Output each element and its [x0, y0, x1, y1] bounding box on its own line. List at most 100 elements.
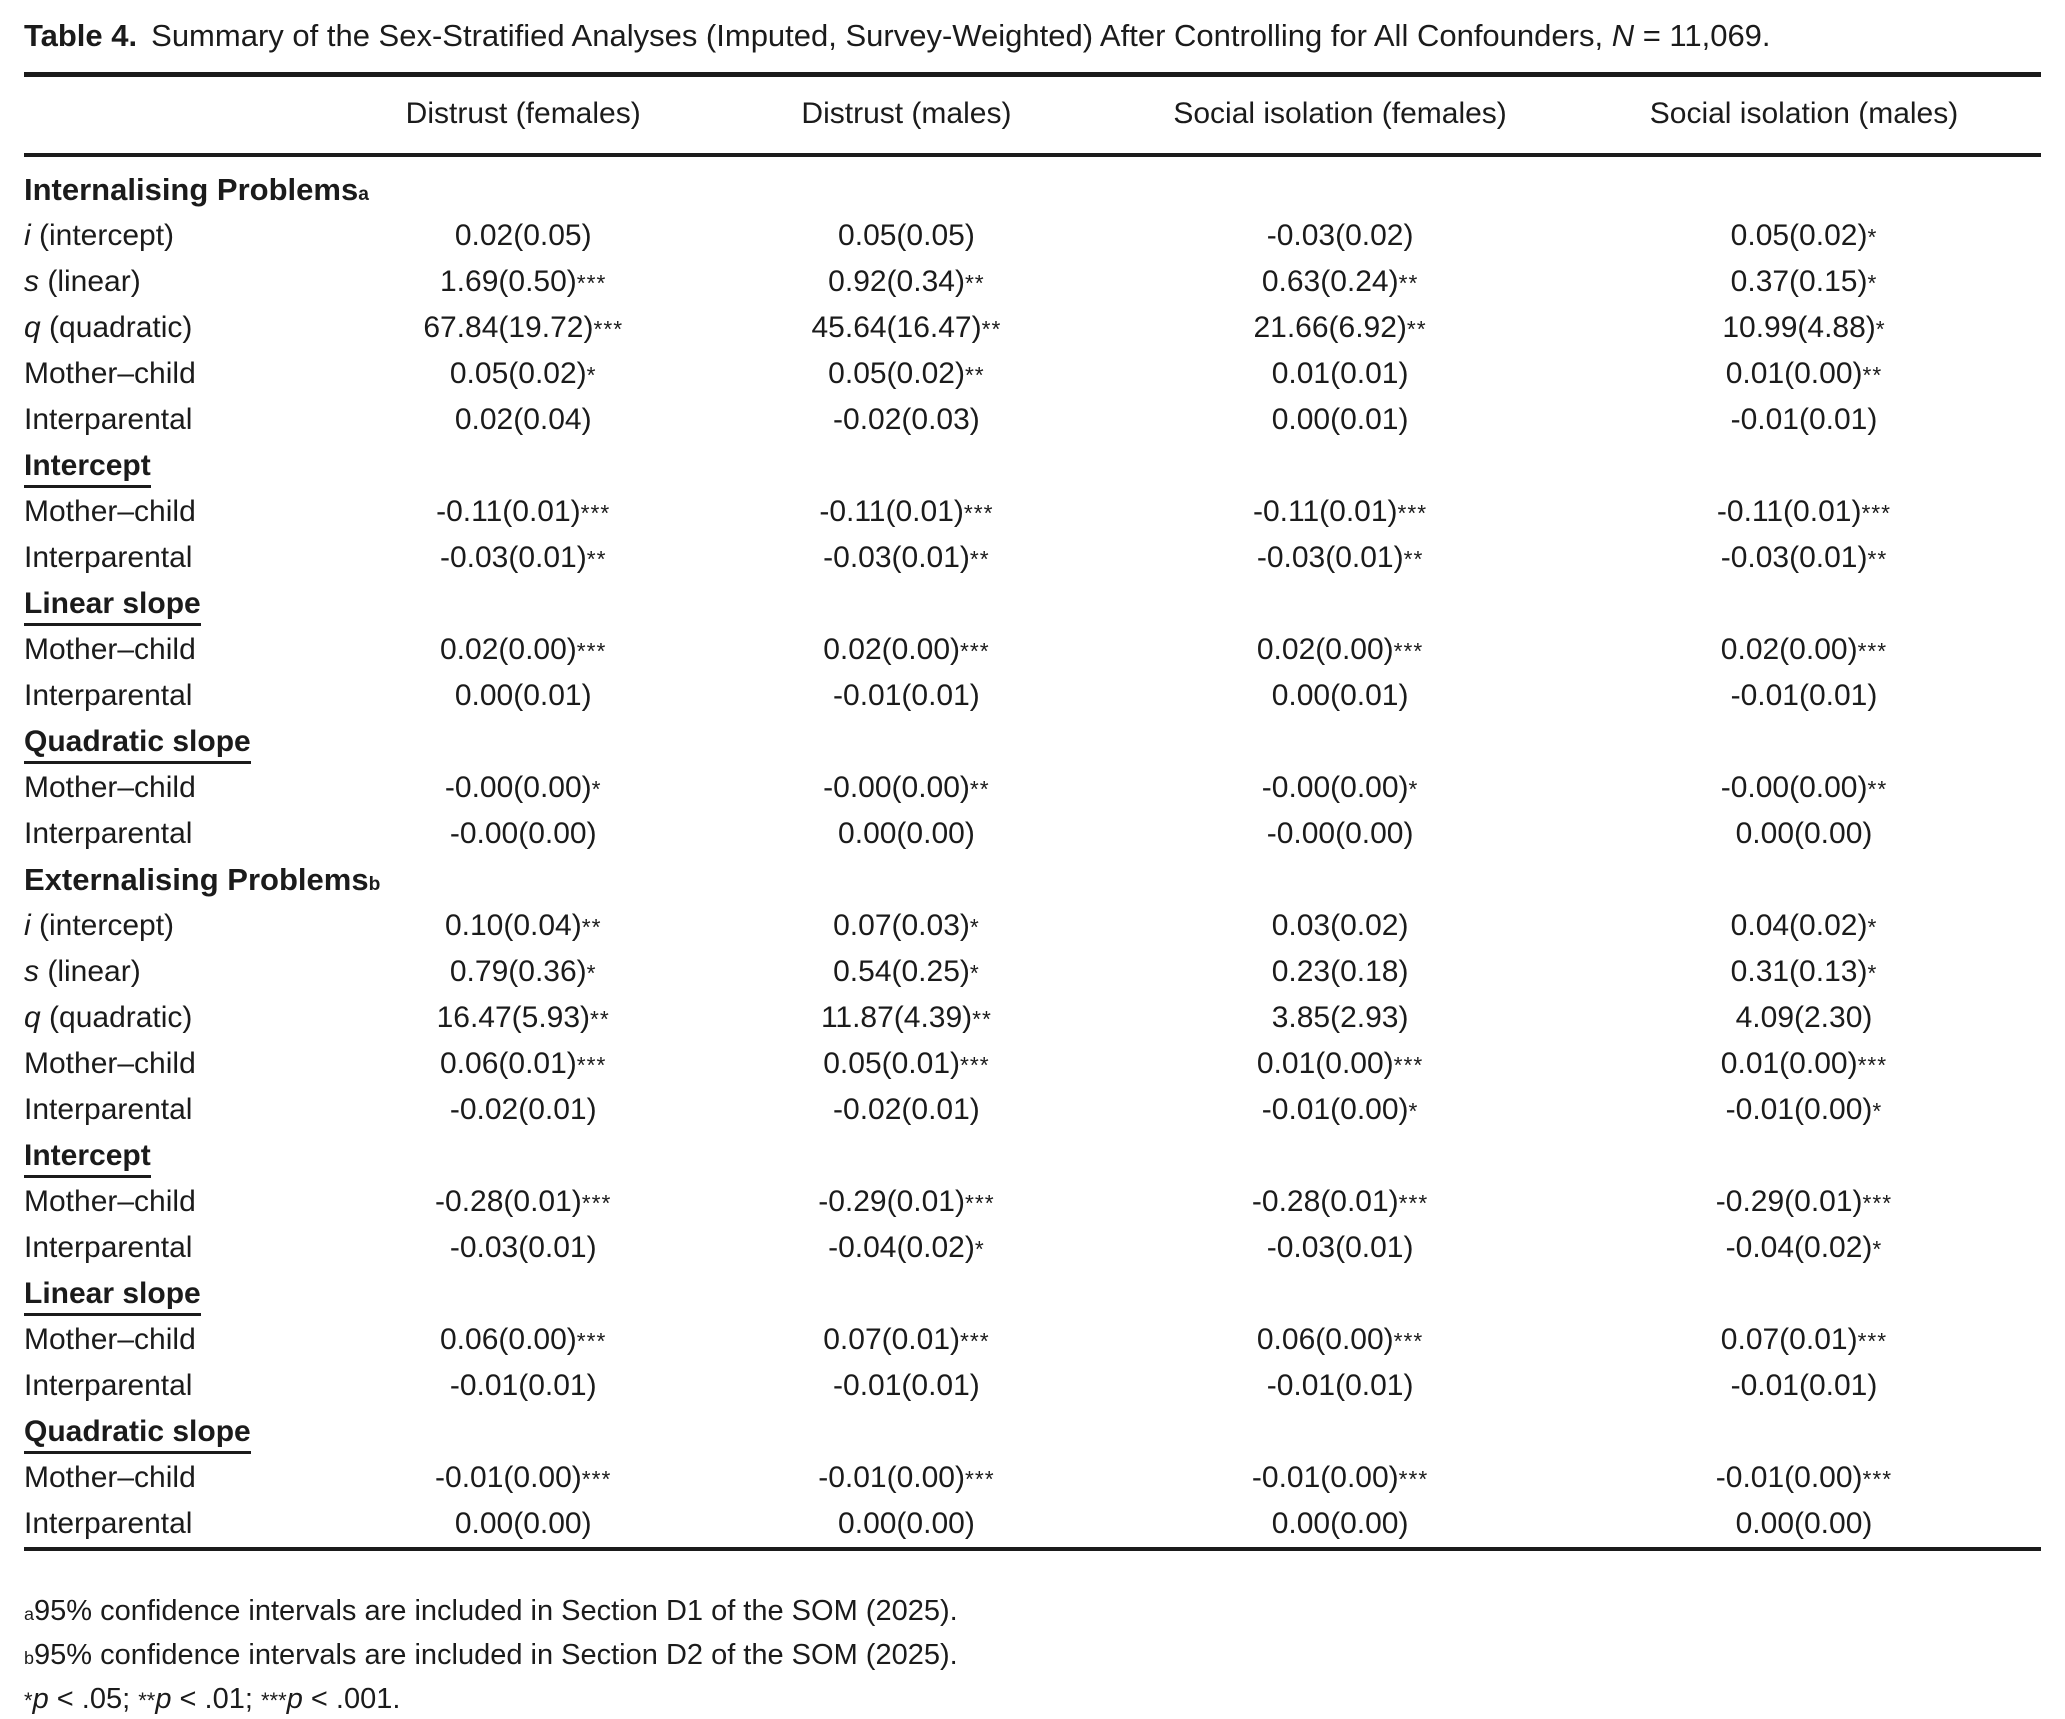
significance-stars: ***: [1398, 1466, 1429, 1492]
cell-value: 0.01(0.00)***: [1256, 1047, 1424, 1080]
cell-value: 0.10(0.04)**: [444, 909, 602, 942]
significance-stars: ***: [260, 1688, 287, 1713]
cell-value: -0.03(0.02): [1266, 219, 1414, 252]
significance-stars: ***: [576, 1052, 607, 1078]
subsection-header: Quadratic slope: [24, 719, 2041, 765]
significance-stars: **: [969, 546, 990, 572]
section-header-label: Linear slope: [24, 587, 201, 626]
row-label: s (linear): [24, 265, 141, 298]
cell-value: -0.28(0.01)***: [1251, 1185, 1429, 1218]
significance-stars: ***: [1862, 1190, 1893, 1216]
significance-stars: *: [1408, 1098, 1419, 1124]
cell-value: -0.00(0.00)*: [444, 771, 602, 804]
cell-value: 0.06(0.00)***: [440, 1323, 607, 1356]
section-header-label: Linear slope: [24, 1277, 201, 1316]
table-row: Mother–child -0.28(0.01)*** -0.29(0.01)***…: [24, 1179, 2041, 1225]
section-header-label: Intercept: [24, 449, 151, 488]
section-header-label: Externalising Problems: [24, 862, 369, 897]
significance-stars: ***: [581, 1466, 612, 1492]
cell-value: -0.01(0.00)***: [818, 1461, 995, 1494]
cell-value: 0.00(0.00): [1735, 817, 1873, 850]
table-row: s (linear) 1.69(0.50)*** 0.92(0.34)** 0.63(…: [24, 259, 2041, 305]
significance-stars: **: [964, 270, 985, 296]
significance-stars: **: [1867, 546, 1888, 572]
table-body: Internalising Problemsa i (intercept) 0.02…: [24, 155, 2041, 1549]
cell-value: 0.06(0.01)***: [440, 1047, 607, 1080]
cell-value: -0.28(0.01)***: [435, 1185, 612, 1218]
cell-value: -0.01(0.01): [1266, 1369, 1414, 1402]
table-caption-label: Table 4.: [24, 18, 138, 53]
subsection-header: Linear slope: [24, 581, 2041, 627]
significance-stars: ***: [960, 1328, 990, 1354]
cell-value: 0.05(0.02)**: [828, 357, 985, 390]
cell-value: -0.01(0.01): [449, 1369, 597, 1402]
p-symbol: p: [286, 1683, 303, 1715]
significance-stars: ***: [963, 500, 994, 526]
cell-value: 0.00(0.00): [1271, 1507, 1409, 1540]
row-label: Mother–child: [24, 771, 196, 804]
table-row: Mother–child 0.02(0.00)*** 0.02(0.00)*** 0.…: [24, 627, 2041, 673]
cell-value: 0.00(0.01): [1271, 403, 1409, 436]
subsection-header: Intercept: [24, 443, 2041, 489]
cell-value: -0.01(0.01): [1730, 1369, 1878, 1402]
header-row: Distrust (females) Distrust (males) Social…: [24, 74, 2041, 157]
cell-value: 0.05(0.05): [838, 219, 975, 252]
significance-stars: ***: [1393, 638, 1424, 664]
cell-value: 0.00(0.00): [1735, 1507, 1873, 1540]
row-label: q (quadratic): [24, 1001, 193, 1034]
cell-value: -0.11(0.01)***: [1253, 495, 1428, 528]
cell-value: -0.03(0.01)**: [439, 541, 607, 574]
significance-stars: ***: [581, 1190, 612, 1216]
cell-value: 0.07(0.01)***: [1720, 1323, 1888, 1356]
cell-value: -0.04(0.02)*: [828, 1231, 985, 1264]
table-caption: Table 4. Summary of the Sex-Stratified An…: [24, 16, 2041, 56]
significance-stars: ***: [964, 1466, 995, 1492]
row-label: Interparental: [24, 1369, 193, 1402]
row-label: Interparental: [24, 1507, 193, 1540]
table-row: Interparental -0.02(0.01) -0.02(0.01) -0.01…: [24, 1087, 2041, 1133]
cell-value: 0.01(0.00)**: [1725, 357, 1883, 390]
significance-stars: **: [1403, 546, 1424, 572]
significance-stars: **: [1862, 362, 1883, 388]
cell-value: 0.07(0.03)*: [833, 909, 980, 942]
subsection-header: Quadratic slope: [24, 1409, 2041, 1455]
row-label: s (linear): [24, 955, 141, 988]
cell-value: 21.66(6.92)**: [1253, 311, 1427, 344]
cell-value: 0.79(0.36)*: [449, 955, 597, 988]
footnote-b: b95% confidence intervals are included i…: [24, 1639, 958, 1671]
significance-stars: ***: [1397, 500, 1428, 526]
cell-value: 0.00(0.00): [454, 1507, 592, 1540]
significance-stars: **: [972, 1006, 992, 1032]
results-table: Distrust (females) Distrust (males) Social…: [24, 72, 2041, 1551]
table-row: Linear slope: [24, 1271, 2041, 1317]
cell-value: 0.05(0.02)*: [449, 357, 597, 390]
cell-value: 0.54(0.25)*: [833, 955, 980, 988]
significance-stars: ***: [964, 1190, 995, 1216]
column-header: Distrust (males): [699, 74, 1114, 157]
significance-stars: *: [1872, 1098, 1883, 1124]
row-label: Mother–child: [24, 1323, 196, 1356]
significance-stars: **: [1398, 270, 1419, 296]
footnotes: a95% confidence intervals are included i…: [24, 1589, 2041, 1719]
cell-value: 0.00(0.00): [838, 1507, 975, 1540]
significance-stars: *: [974, 1236, 985, 1262]
row-label: Mother–child: [24, 633, 196, 666]
table-row: Mother–child 0.05(0.02)* 0.05(0.02)** 0.01(…: [24, 351, 2041, 397]
significance-stars: *: [1867, 914, 1878, 940]
subsection-header: Linear slope: [24, 1271, 2041, 1317]
cell-value: 0.01(0.00)***: [1720, 1047, 1888, 1080]
table-row: i (intercept) 0.10(0.04)** 0.07(0.03)* 0.03…: [24, 903, 2041, 949]
significance-stars: ***: [1857, 1052, 1888, 1078]
cell-value: 67.84(19.72)***: [423, 311, 624, 344]
row-label: Interparental: [24, 679, 193, 712]
table-row: Mother–child 0.06(0.00)*** 0.07(0.01)*** 0.…: [24, 1317, 2041, 1363]
significance-stars: ***: [1393, 1052, 1424, 1078]
row-label: Interparental: [24, 1231, 193, 1264]
row-label: Mother–child: [24, 1461, 196, 1494]
table-caption-text: Summary of the Sex-Stratified Analyses (…: [151, 18, 1612, 53]
column-header: Social isolation (females): [1113, 74, 1567, 157]
footnote-marker: a: [358, 184, 369, 205]
cell-value: 0.05(0.02)*: [1730, 219, 1878, 252]
cell-value: -0.29(0.01)***: [1715, 1185, 1893, 1218]
